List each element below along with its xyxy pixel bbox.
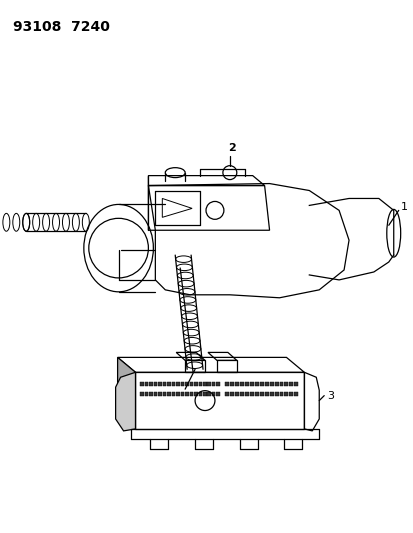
Text: 1: 1 xyxy=(400,203,407,212)
Bar xyxy=(284,382,288,386)
Bar xyxy=(198,382,202,386)
Bar xyxy=(294,382,298,386)
Bar xyxy=(140,382,144,386)
Bar xyxy=(167,392,170,395)
Bar xyxy=(279,392,283,395)
Bar xyxy=(254,392,258,395)
Bar xyxy=(158,382,161,386)
Bar xyxy=(207,382,211,386)
Text: 2: 2 xyxy=(228,143,235,153)
Bar xyxy=(274,382,278,386)
Bar xyxy=(189,392,192,395)
Bar xyxy=(149,382,152,386)
Bar xyxy=(180,382,184,386)
Bar xyxy=(274,392,278,395)
Bar xyxy=(158,392,161,395)
Bar xyxy=(194,392,197,395)
Bar xyxy=(171,382,175,386)
Bar xyxy=(171,392,175,395)
Bar xyxy=(211,392,215,395)
Bar xyxy=(189,382,192,386)
Bar xyxy=(154,382,157,386)
Bar xyxy=(239,382,243,386)
Bar xyxy=(162,392,166,395)
Bar xyxy=(289,392,293,395)
Bar xyxy=(185,382,188,386)
Bar xyxy=(279,382,283,386)
Bar xyxy=(194,382,197,386)
Bar xyxy=(207,392,211,395)
Bar xyxy=(289,382,293,386)
Bar xyxy=(249,392,253,395)
Bar xyxy=(216,392,219,395)
Bar xyxy=(244,392,248,395)
Bar xyxy=(176,392,179,395)
Bar xyxy=(229,382,233,386)
Bar xyxy=(294,392,298,395)
Bar xyxy=(211,382,215,386)
Bar xyxy=(180,392,184,395)
Bar xyxy=(249,382,253,386)
Bar xyxy=(149,392,152,395)
Bar xyxy=(284,392,288,395)
Bar xyxy=(244,382,248,386)
Bar xyxy=(202,382,206,386)
Bar xyxy=(224,392,228,395)
Bar xyxy=(167,382,170,386)
Bar xyxy=(264,392,268,395)
Bar xyxy=(259,382,263,386)
Bar xyxy=(234,382,238,386)
Bar xyxy=(259,392,263,395)
Bar xyxy=(229,392,233,395)
Bar xyxy=(176,382,179,386)
Bar xyxy=(264,382,268,386)
Bar xyxy=(269,392,273,395)
Bar xyxy=(224,382,228,386)
Bar xyxy=(239,392,243,395)
Bar xyxy=(145,392,148,395)
Bar xyxy=(185,392,188,395)
Bar xyxy=(216,382,219,386)
Bar xyxy=(145,382,148,386)
Polygon shape xyxy=(115,372,135,431)
Bar xyxy=(269,382,273,386)
Bar xyxy=(198,392,202,395)
Bar xyxy=(162,382,166,386)
Bar xyxy=(140,392,144,395)
Polygon shape xyxy=(117,358,135,429)
Bar xyxy=(154,392,157,395)
Bar xyxy=(234,392,238,395)
Bar xyxy=(254,382,258,386)
Bar xyxy=(202,392,206,395)
Text: 93108  7240: 93108 7240 xyxy=(13,20,110,34)
Text: 3: 3 xyxy=(326,391,333,401)
